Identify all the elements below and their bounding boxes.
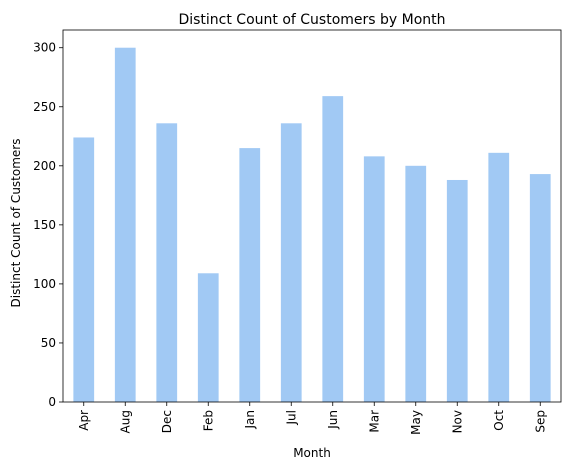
bar-jan: [239, 148, 261, 402]
bar-dec: [156, 123, 178, 403]
y-tick-label: 300: [33, 41, 56, 55]
bar-aug: [114, 47, 136, 403]
x-axis-title: Month: [293, 446, 331, 460]
bar-apr: [73, 137, 95, 402]
bar-may: [405, 165, 427, 402]
x-tick-label: Mar: [367, 410, 381, 433]
bar-feb: [197, 273, 219, 402]
y-tick-label: 50: [41, 336, 56, 350]
y-tick-label: 0: [48, 395, 56, 409]
x-tick-label: Feb: [201, 410, 215, 431]
x-tick-label: Oct: [492, 410, 506, 431]
bar-oct: [488, 152, 510, 402]
plot-frame: [62, 29, 562, 403]
x-tick-label: Nov: [450, 410, 464, 433]
x-tick-label: Jul: [284, 410, 298, 425]
x-tick-label: Apr: [77, 410, 91, 431]
chart-title: Distinct Count of Customers by Month: [178, 12, 445, 28]
x-tick-label: Jan: [243, 410, 257, 430]
x-tick-label: Dec: [160, 410, 174, 433]
bar-mar: [363, 156, 385, 402]
y-tick-label: 100: [33, 277, 56, 291]
y-tick-label: 150: [33, 218, 56, 232]
x-tick-label: Sep: [533, 410, 547, 433]
bar-jun: [322, 96, 344, 402]
x-axis: Apr Aug Dec Feb Jan Jul Jun Mar May Nov Oct Sep: [77, 402, 547, 435]
x-tick-label: Jun: [326, 410, 340, 430]
bar-sep: [529, 174, 551, 402]
bar-nov: [446, 179, 468, 402]
bar-jul: [280, 123, 302, 403]
bars-group: [73, 47, 551, 403]
y-tick-label: 250: [33, 100, 56, 114]
x-tick-label: Aug: [118, 410, 132, 433]
y-axis-title: Distinct Count of Customers: [9, 139, 23, 308]
x-tick-label: May: [409, 410, 423, 435]
y-axis: 0 50 100 150 200 250 300: [33, 41, 63, 409]
y-tick-label: 200: [33, 159, 56, 173]
